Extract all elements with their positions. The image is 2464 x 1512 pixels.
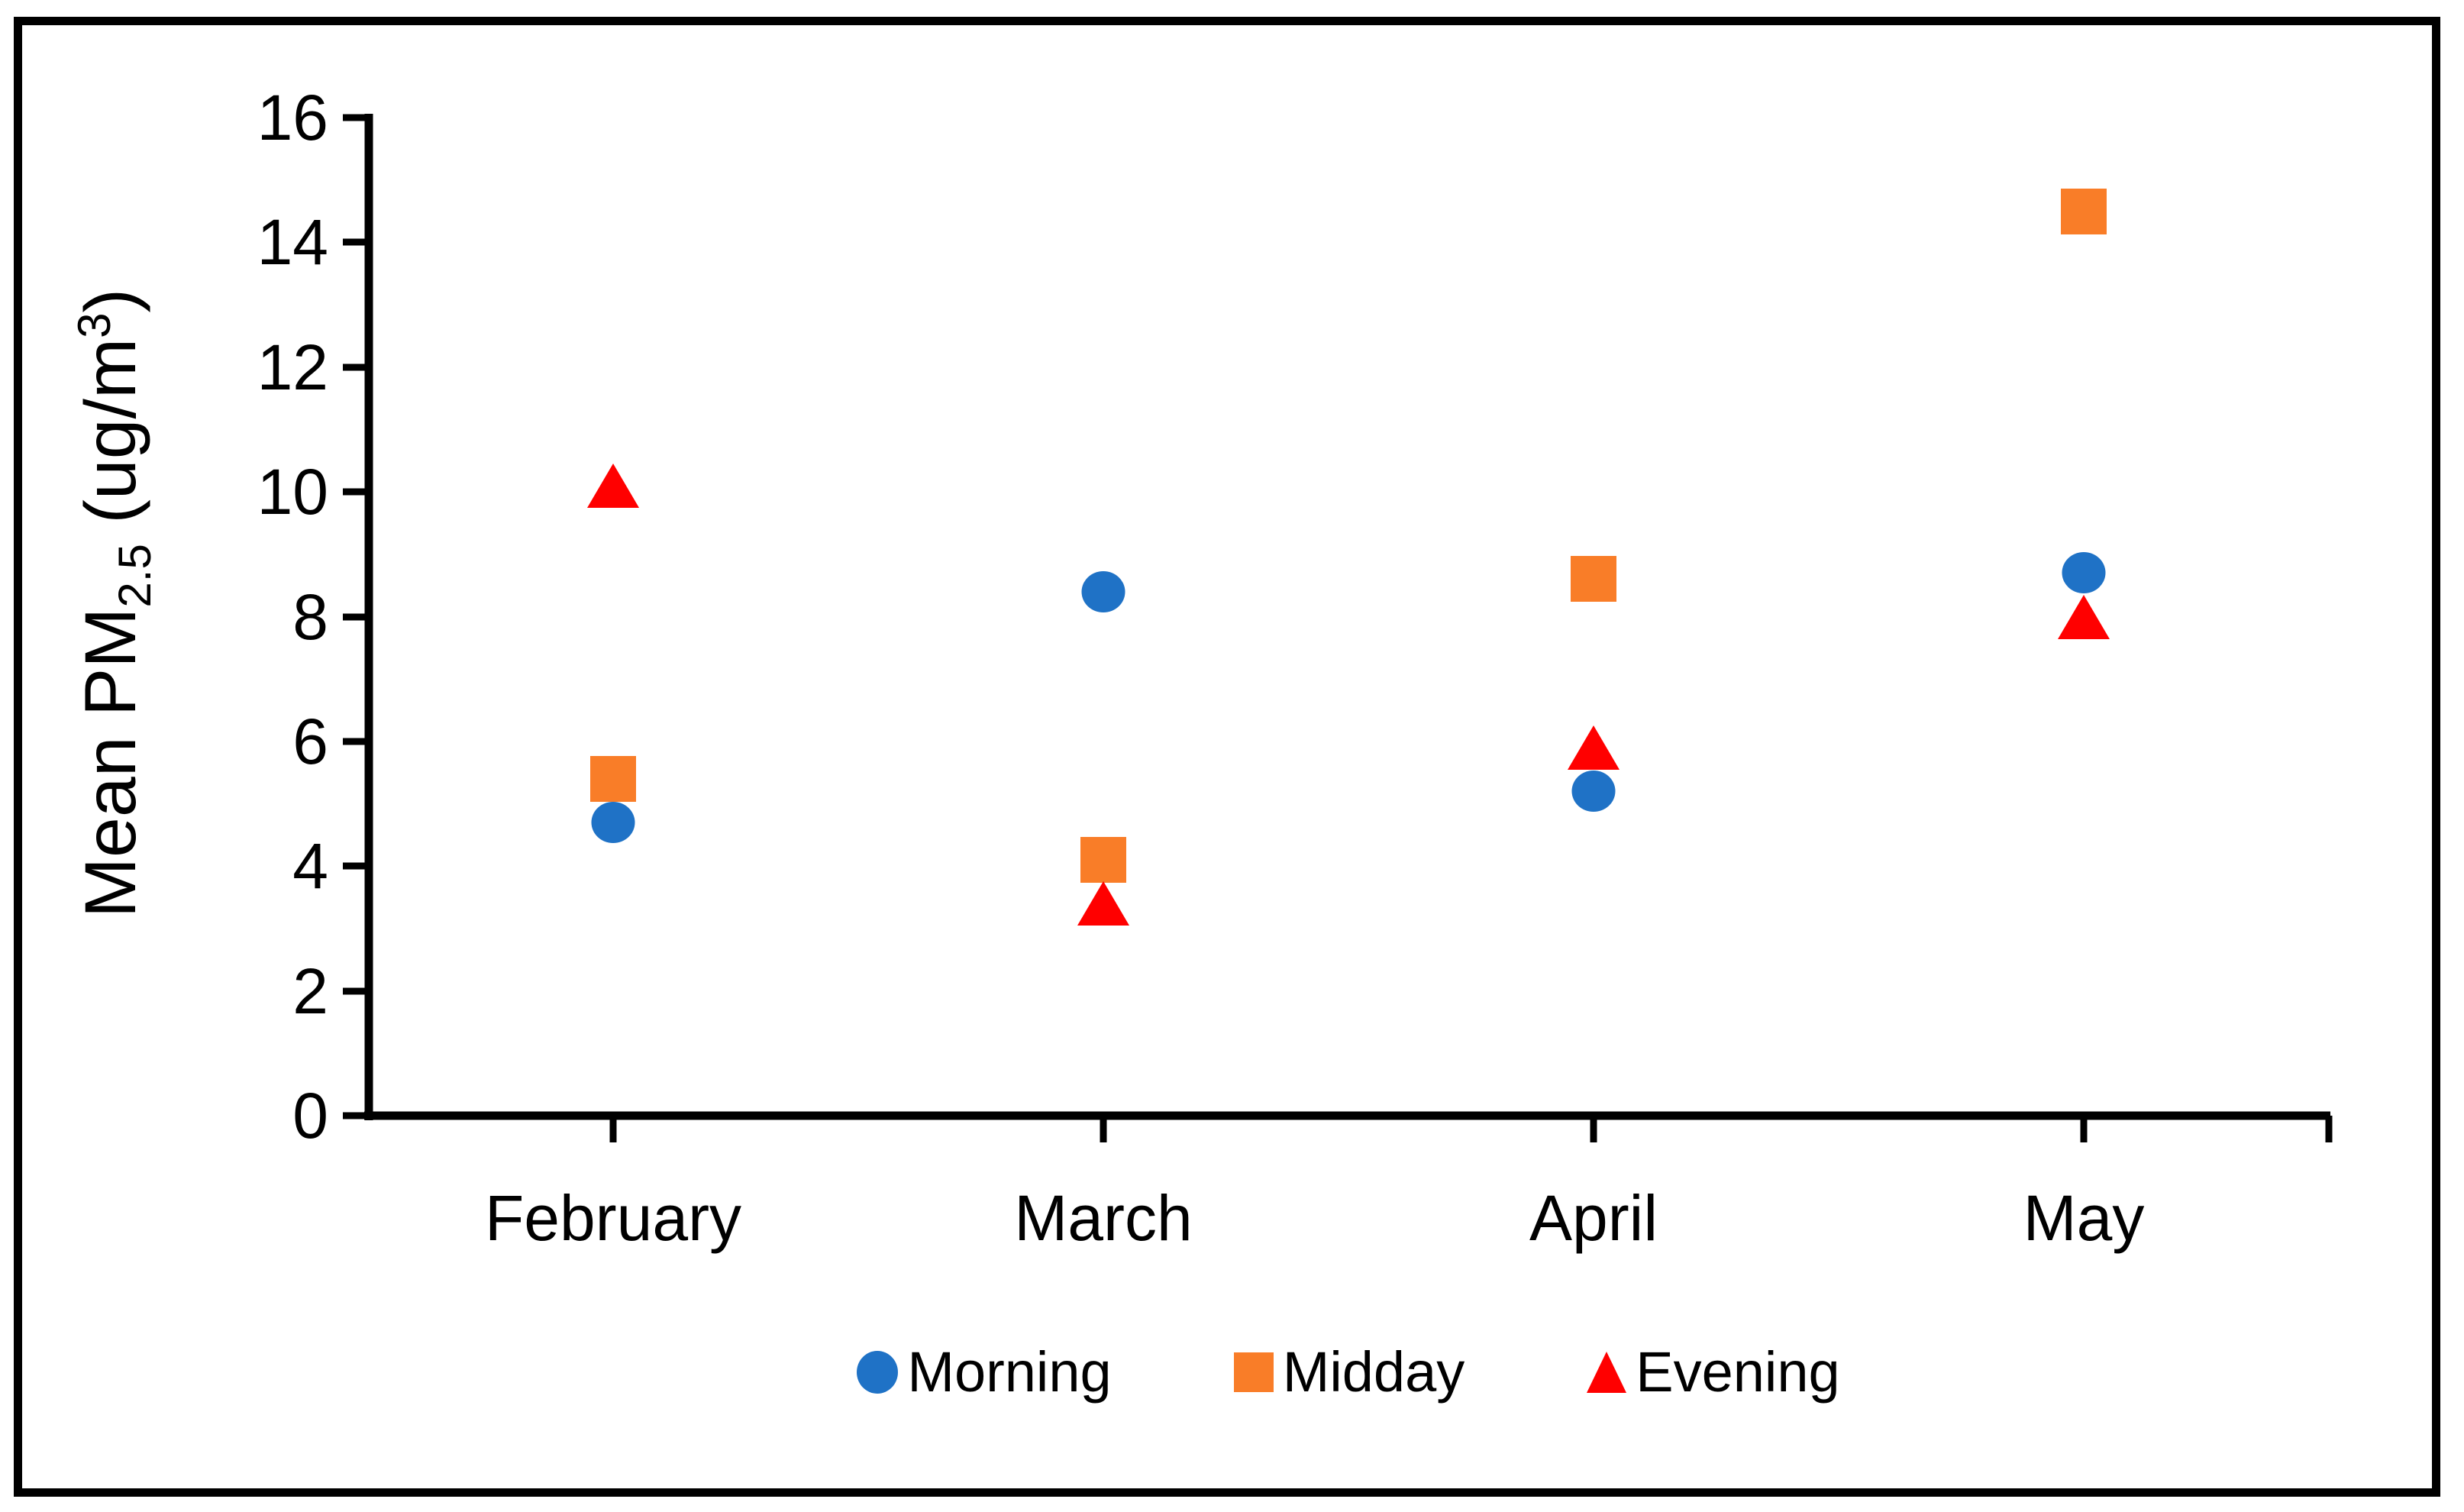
legend-item-evening: Evening <box>1587 1338 1840 1407</box>
marker-morning-february <box>591 802 635 844</box>
legend-label-midday: Midday <box>1282 1340 1465 1404</box>
y-tick-label-10: 10 <box>257 456 328 528</box>
marker-evening-february <box>587 463 639 508</box>
y-tick-label-4: 4 <box>292 830 328 902</box>
y-tick-label-14: 14 <box>257 206 328 278</box>
y-tick-label-16: 16 <box>257 82 328 153</box>
marker-morning-may <box>2062 552 2106 594</box>
x-tick-label-february: February <box>484 1182 742 1254</box>
y-tick-label-0: 0 <box>292 1080 328 1152</box>
x-tick-label-april: April <box>1529 1182 1658 1254</box>
y-tick-label-2: 2 <box>292 955 328 1027</box>
legend: Morning Midday Evening <box>368 1330 2329 1414</box>
y-tick-label-12: 12 <box>257 331 328 403</box>
marker-midday-april <box>1571 556 1616 603</box>
legend-item-morning: Morning <box>857 1338 1112 1407</box>
midday-square-icon <box>1233 1352 1274 1392</box>
legend-item-midday: Midday <box>1233 1338 1465 1407</box>
x-axis-ticks <box>609 1116 2333 1142</box>
marker-evening-march <box>1077 881 1129 926</box>
marker-evening-april <box>1568 725 1620 771</box>
y-tick-label-6: 6 <box>292 706 328 777</box>
marker-midday-february <box>590 755 636 802</box>
legend-label-evening: Evening <box>1636 1340 1840 1404</box>
marker-morning-april <box>1571 771 1616 813</box>
evening-triangle-icon <box>1587 1352 1627 1393</box>
y-tick-label-8: 8 <box>292 581 328 653</box>
marker-evening-may <box>2058 594 2110 639</box>
marker-morning-march <box>1081 570 1125 612</box>
x-tick-label-may: May <box>2023 1182 2145 1254</box>
marker-midday-march <box>1080 837 1126 884</box>
marker-midday-may <box>2061 188 2107 234</box>
x-tick-label-march: March <box>1014 1182 1193 1254</box>
legend-label-morning: Morning <box>907 1340 1112 1404</box>
y-axis-ticks <box>343 114 370 1119</box>
morning-circle-icon <box>857 1351 899 1394</box>
chart-frame <box>14 17 2440 1497</box>
